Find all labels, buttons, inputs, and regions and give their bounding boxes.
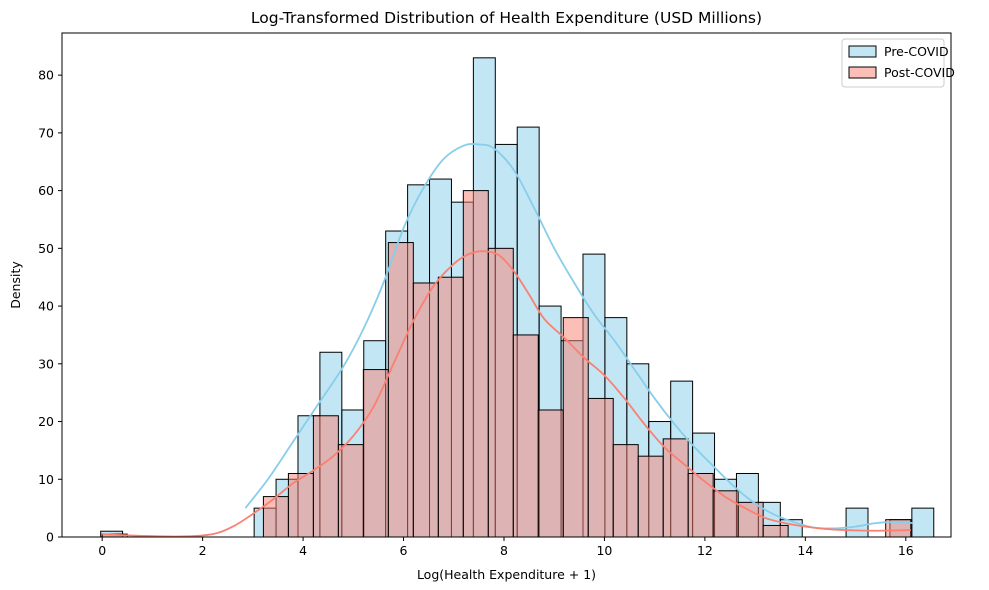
post-covid-bar (262, 496, 289, 538)
x-tick-label: 4 (299, 543, 307, 558)
post-covid-bar (437, 276, 464, 538)
pre-covid-bar (911, 507, 935, 538)
x-tick-label: 2 (199, 543, 207, 558)
post-covid-bar (762, 524, 789, 538)
post-covid-bar (487, 247, 514, 538)
kde-lines (102, 143, 914, 538)
legend-label-pre-covid: Pre-COVID (884, 44, 949, 59)
post-covid-bar (637, 455, 664, 538)
post-covid-bar (462, 190, 489, 538)
pre-covid-kde-line (244, 143, 914, 530)
x-tick-label: 14 (797, 543, 813, 558)
y-tick-label: 40 (38, 299, 54, 314)
x-tick-label: 8 (500, 543, 508, 558)
x-tick-label: 12 (697, 543, 713, 558)
post-covid-bar (312, 415, 339, 538)
post-covid-bar (612, 444, 639, 538)
y-tick-label: 20 (38, 414, 54, 429)
post-covid-bar (412, 282, 439, 538)
x-tick-label: 16 (898, 543, 914, 558)
x-axis-label: Log(Health Expenditure + 1) (417, 567, 596, 582)
pre-covid-bar (845, 507, 869, 538)
post-covid-bar (387, 242, 414, 538)
post-covid-kde-line (102, 250, 911, 538)
legend: Pre-COVID Post-COVID (841, 38, 955, 88)
legend-label-post-covid: Post-COVID (884, 65, 955, 80)
y-axis-label: Density (8, 261, 23, 309)
y-tick-label: 80 (38, 68, 54, 83)
y-tick-label: 0 (46, 530, 54, 545)
y-tick-label: 50 (38, 241, 54, 256)
post-covid-bar (537, 409, 564, 538)
post-covid-bar (737, 501, 764, 538)
x-tick-label: 10 (596, 543, 612, 558)
y-tick-label: 60 (38, 183, 54, 198)
legend-swatch-pre-covid (848, 45, 877, 58)
x-tick-label: 0 (98, 543, 106, 558)
post-covid-bar (587, 397, 614, 538)
post-covid-bars (101, 190, 912, 538)
y-tick-label: 10 (38, 472, 54, 487)
x-tick-label: 6 (400, 543, 408, 558)
y-tick-label: 30 (38, 356, 54, 371)
post-covid-bar (512, 334, 539, 538)
y-tick-label: 70 (38, 125, 54, 140)
post-covid-bar (662, 438, 689, 538)
post-covid-bar (337, 444, 364, 538)
y-axis: 0 10 20 30 40 50 60 70 80 (38, 68, 62, 545)
legend-swatch-post-covid (848, 66, 877, 79)
x-axis: 0 2 4 6 8 10 12 14 16 (98, 537, 914, 558)
chart-title: Log-Transformed Distribution of Health E… (251, 9, 762, 27)
post-covid-bar (687, 472, 714, 538)
plot-frame (61, 32, 952, 538)
post-covid-bar (362, 369, 389, 538)
